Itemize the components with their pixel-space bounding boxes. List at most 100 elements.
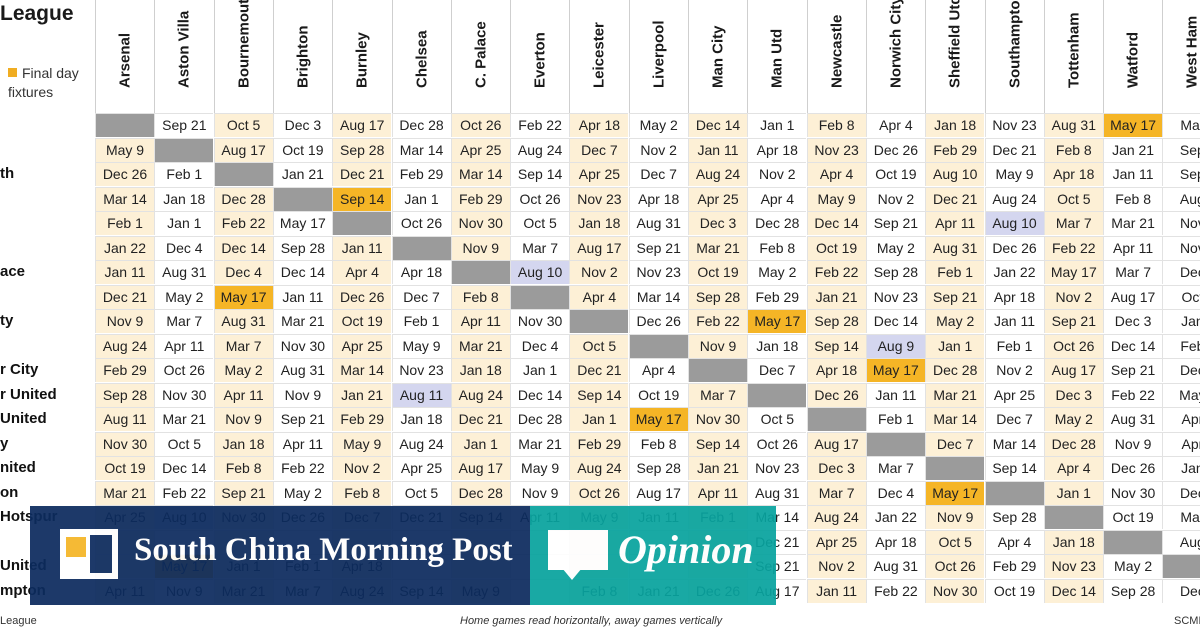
fixture-cell: Oct 19 (1103, 505, 1163, 529)
fixture-cell: Mar 14 (628, 284, 688, 309)
fixture-cell: Nov 30 (925, 578, 985, 603)
fixture-cell: Dec 21 (95, 284, 154, 309)
fixture-cell: Nov 23 (628, 260, 688, 284)
fixture-cell: Apr 18 (391, 260, 451, 284)
column-header: Everton (510, 0, 569, 113)
fixture-cell: Feb 1 (865, 407, 925, 431)
final-day-cell: May 17 (628, 407, 688, 431)
legend-swatch (8, 68, 17, 77)
fixture-cell: Nov (1162, 235, 1200, 260)
fixture-cell: Dec 28 (450, 480, 510, 505)
team-name: Burnley (353, 32, 371, 88)
fixture-cell: Mar 21 (95, 480, 154, 505)
row-label: r City (0, 361, 39, 378)
fixture-cell: Aug 31 (925, 235, 985, 260)
fixture-cell: May 2 (213, 358, 273, 382)
self-match-cell (628, 333, 688, 358)
team-name: Brighton (294, 25, 312, 88)
fixture-cell: Mar 7 (510, 235, 570, 260)
fixture-cell: Nov 23 (984, 113, 1044, 137)
fixture-cell: Nov 30 (450, 211, 510, 235)
fixture-cell: Jan 21 (332, 382, 392, 407)
fixture-cell: Apr 18 (747, 137, 807, 162)
fixture-cell: Apr 25 (688, 186, 747, 211)
fixture-cell: Sep 21 (213, 480, 273, 505)
fixture-cell: Nov 2 (984, 358, 1044, 382)
fixture-cell: Sep 28 (628, 456, 688, 480)
fixture-cell: Feb 22 (154, 480, 214, 505)
fixture-cell: Feb 8 (628, 431, 688, 456)
fixture-cell: Apr 4 (806, 162, 866, 186)
fixture-cell: Sep (1162, 137, 1200, 162)
fixture-cell: Oct 5 (213, 113, 273, 137)
fixture-cell: Nov 23 (569, 186, 629, 211)
fixture-cell: Oct 19 (332, 309, 392, 333)
fixture-cell: Feb 22 (806, 260, 866, 284)
fixture-cell: Sep 28 (1103, 578, 1163, 603)
team-name: Chelsea (413, 30, 430, 88)
fixture-cell: Jan 1 (1043, 480, 1103, 505)
fixture-cell: Oct (1162, 284, 1200, 309)
fixture-cell: Feb 29 (984, 554, 1044, 578)
fixture-cell: Dec 21 (569, 358, 629, 382)
fixture-cell: Nov 9 (1103, 431, 1163, 456)
fixture-cell: Nov 30 (688, 407, 747, 431)
fixture-cell: Aug 31 (747, 480, 807, 505)
fixture-cell: Jan 22 (865, 505, 925, 529)
column-header: Brighton (272, 0, 332, 113)
fixture-cell: Mar 21 (1103, 211, 1163, 235)
fixture-cell: Dec 26 (984, 235, 1044, 260)
speech-bubble-tail (562, 568, 582, 580)
fixture-cell: Nov 2 (806, 554, 866, 578)
fixture-cell: Dec 14 (510, 382, 570, 407)
fixture-cell: Mar 21 (450, 333, 510, 358)
fixture-cell: Feb 8 (1103, 186, 1163, 211)
fixture-cell: Dec 14 (806, 211, 866, 235)
fixture-cell: Jan 18 (747, 333, 807, 358)
fixture-cell: Dec 26 (95, 162, 154, 186)
fixture-cell: Nov 30 (154, 382, 214, 407)
fixture-cell: Sep 21 (925, 284, 985, 309)
fixture-cell: Oct 19 (806, 235, 866, 260)
fixture-cell: May 2 (272, 480, 332, 505)
column-header: Norwich City (865, 0, 925, 113)
fixture-cell: Apr 4 (1043, 456, 1103, 480)
fixture-cell: Feb 29 (450, 186, 510, 211)
fixture-cell: Dec 3 (1043, 382, 1103, 407)
fixture-cell: Nov 23 (747, 456, 807, 480)
fixture-cell: Nov 2 (628, 137, 688, 162)
fixture-cell: Nov 23 (1043, 554, 1103, 578)
fixture-cell: Nov 30 (272, 333, 332, 358)
fixture-cell: Mar 14 (391, 137, 451, 162)
scmp-logo-icon (60, 529, 118, 579)
fixture-cell: Jan 18 (450, 358, 510, 382)
fixture-cell: Sep 21 (272, 407, 332, 431)
fixture-cell: Dec 28 (1043, 431, 1103, 456)
fixture-cell: Sep 21 (865, 211, 925, 235)
fixture-cell: May 9 (984, 162, 1044, 186)
self-match-cell (95, 113, 154, 137)
fixture-cell: Apr 4 (628, 358, 688, 382)
fixture-cell: Sep 28 (865, 260, 925, 284)
fixture-cell: Jan 21 (688, 456, 747, 480)
self-match-cell (1043, 505, 1103, 529)
fixture-cell: Sep 21 (628, 235, 688, 260)
fixture-cell: Aug 24 (984, 186, 1044, 211)
fixture-cell: Apr 11 (450, 309, 510, 333)
fixture-cell: Feb 8 (1043, 137, 1103, 162)
fixture-cell: Aug 24 (450, 382, 510, 407)
fixture-cell: Oct 26 (925, 554, 985, 578)
fixture-cell: Dec 3 (1103, 309, 1163, 333)
fixture-cell: Feb 8 (213, 456, 273, 480)
column-header: Aston Villa (154, 0, 213, 113)
fixture-cell: May 2 (865, 235, 925, 260)
fixture-cell: Nov 9 (688, 333, 747, 358)
fixture-cell: Feb 22 (272, 456, 332, 480)
fixture-cell: Feb (1162, 333, 1200, 358)
fixture-cell: Jan (1162, 309, 1200, 333)
fixture-cell: May 9 (510, 456, 570, 480)
fixture-cell: Aug 24 (688, 162, 747, 186)
fixture-cell: May 9 (332, 431, 392, 456)
fixture-cell: Aug 17 (332, 113, 392, 137)
fixture-cell: Feb 1 (984, 333, 1044, 358)
